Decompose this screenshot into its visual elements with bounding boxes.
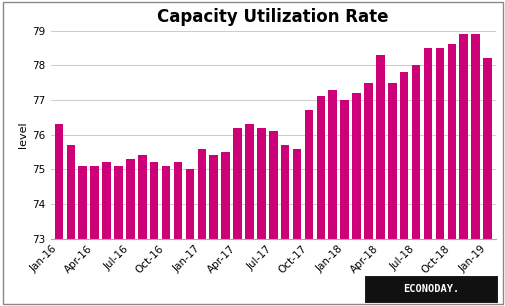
Bar <box>459 34 467 239</box>
Bar <box>471 34 479 239</box>
Bar <box>233 128 241 239</box>
Bar <box>102 162 111 239</box>
Bar <box>244 124 253 239</box>
Bar <box>423 48 431 239</box>
Text: ECONODAY.: ECONODAY. <box>402 284 459 294</box>
Bar <box>173 162 182 239</box>
Bar <box>138 155 146 239</box>
Bar <box>482 58 491 239</box>
Bar <box>126 159 134 239</box>
Bar <box>280 145 289 239</box>
Bar <box>328 90 336 239</box>
Bar <box>55 124 63 239</box>
Bar <box>316 96 325 239</box>
Bar <box>209 155 218 239</box>
Bar <box>435 48 443 239</box>
Bar <box>197 148 206 239</box>
Bar <box>375 55 384 239</box>
Bar <box>269 131 277 239</box>
Bar <box>446 44 455 239</box>
Bar <box>399 72 408 239</box>
Bar <box>162 166 170 239</box>
Bar <box>114 166 123 239</box>
Bar <box>78 166 87 239</box>
Bar <box>364 83 372 239</box>
Bar <box>257 128 265 239</box>
Bar <box>411 65 420 239</box>
Bar <box>67 145 75 239</box>
Bar <box>340 100 348 239</box>
Bar <box>185 169 194 239</box>
Bar <box>90 166 99 239</box>
Y-axis label: level: level <box>18 121 28 148</box>
Bar <box>221 152 229 239</box>
Bar <box>292 148 301 239</box>
Bar <box>351 93 360 239</box>
Bar <box>304 110 313 239</box>
Bar <box>149 162 158 239</box>
Title: Capacity Utilization Rate: Capacity Utilization Rate <box>157 8 388 26</box>
Bar <box>387 83 396 239</box>
